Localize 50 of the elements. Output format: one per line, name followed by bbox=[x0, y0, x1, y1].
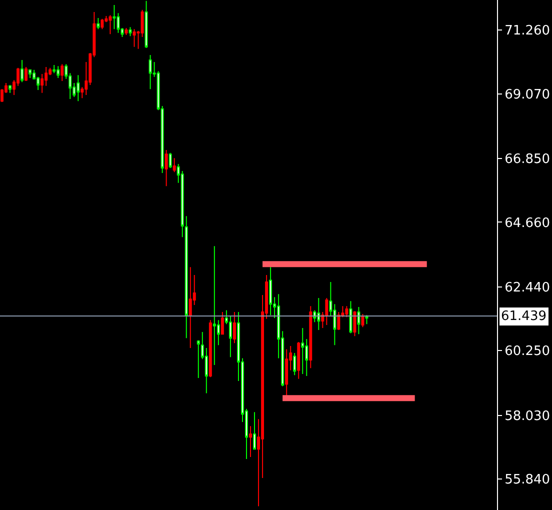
candlestick bbox=[232, 311, 236, 344]
y-tick-label: 71.260 bbox=[504, 24, 550, 39]
candlestick bbox=[112, 4, 116, 30]
candlestick bbox=[148, 54, 152, 90]
candlestick bbox=[132, 28, 136, 48]
candlestick bbox=[325, 297, 328, 326]
candlestick bbox=[168, 152, 172, 169]
candlestick bbox=[108, 14, 112, 35]
candlestick bbox=[56, 66, 60, 79]
candlestick bbox=[100, 18, 104, 30]
candlestick bbox=[220, 311, 224, 335]
candlestick bbox=[28, 69, 32, 79]
candlestick bbox=[96, 18, 100, 30]
candlestick bbox=[124, 27, 128, 36]
y-tick-label: 58.030 bbox=[504, 408, 550, 424]
candlestick bbox=[184, 216, 188, 339]
candlestick bbox=[20, 60, 24, 83]
y-tick-label: 69.070 bbox=[504, 87, 550, 102]
candlestick bbox=[172, 158, 176, 173]
candlestick bbox=[345, 306, 348, 318]
ref-line-label: 61.439 bbox=[501, 309, 546, 324]
y-tick-label: 62.440 bbox=[504, 280, 550, 296]
y-tick-label: 60.250 bbox=[504, 344, 550, 360]
candlestick bbox=[76, 74, 80, 102]
candlestick bbox=[208, 320, 212, 378]
candlestick bbox=[285, 348, 288, 398]
candlestick bbox=[317, 297, 320, 330]
candlestick bbox=[353, 310, 356, 337]
y-tick-label: 64.660 bbox=[504, 216, 550, 231]
y-tick-label: 66.850 bbox=[504, 152, 550, 167]
candlestick bbox=[212, 246, 216, 366]
candlestick bbox=[128, 26, 132, 37]
candlestick bbox=[60, 64, 64, 82]
candlestick bbox=[144, 0, 148, 49]
candlestick bbox=[196, 340, 200, 379]
candlestick bbox=[164, 150, 168, 187]
candlestick bbox=[52, 64, 56, 74]
candlestick bbox=[24, 66, 28, 82]
candlestick bbox=[8, 84, 12, 94]
candlestick bbox=[297, 341, 300, 380]
candlestick bbox=[293, 352, 296, 376]
candlestick bbox=[253, 412, 256, 450]
candlestick bbox=[269, 266, 272, 316]
candlestick bbox=[309, 306, 312, 369]
candlestick bbox=[188, 266, 192, 349]
y-tick-label: 55.840 bbox=[504, 472, 550, 488]
candlestick bbox=[357, 306, 360, 335]
candlestick bbox=[301, 327, 304, 374]
candlestick bbox=[249, 426, 252, 458]
candlestick bbox=[349, 300, 352, 334]
